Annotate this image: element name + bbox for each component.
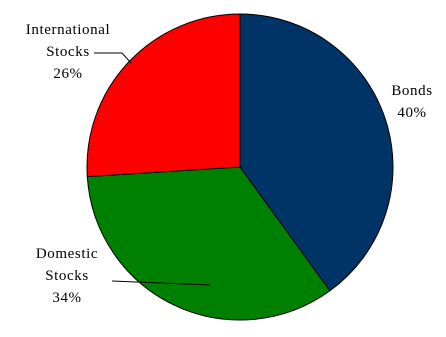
leader-line-domestic-stocks xyxy=(111,280,211,286)
pie-slice-domestic-stocks xyxy=(86,166,331,321)
pie-slice-bonds xyxy=(239,13,394,292)
data-label-international-stocks: International Stocks 26% xyxy=(26,22,110,82)
pie-slices xyxy=(86,13,394,321)
slice-labels: Bonds 40% Domestic Stocks 34% International St… xyxy=(26,22,432,306)
pie-slice-international-stocks xyxy=(86,13,241,178)
data-label-bonds: Bonds 40% xyxy=(391,83,432,121)
leader-line-international-stocks xyxy=(94,52,132,64)
data-label-domestic-stocks: Domestic Stocks 34% xyxy=(36,246,98,306)
leader-lines xyxy=(94,52,211,286)
